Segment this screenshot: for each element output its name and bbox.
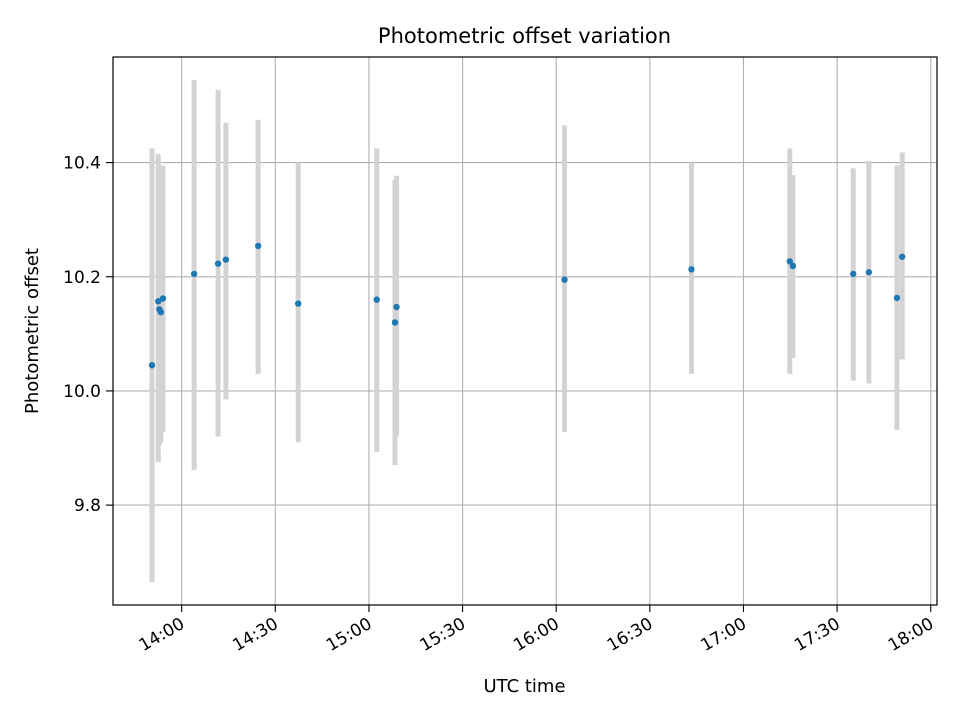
data-point <box>393 303 400 311</box>
y-axis-label: Photometric offset <box>22 248 43 414</box>
y-tick-label: 10.4 <box>63 154 101 174</box>
data-point <box>159 295 167 302</box>
data-point <box>688 266 695 273</box>
data-point <box>898 253 906 260</box>
data-point <box>850 270 857 278</box>
data-point <box>294 300 302 307</box>
chart-title: Photometric offset variation <box>378 24 671 48</box>
data-point <box>254 242 262 250</box>
y-axis-ticks: 9.8 10.0 10.2 10.4 <box>63 154 113 516</box>
data-point <box>865 269 873 276</box>
data-point <box>190 270 198 278</box>
data-point <box>561 276 568 283</box>
y-tick-label: 9.8 <box>74 496 101 516</box>
data-point <box>391 319 399 326</box>
grid <box>113 57 937 605</box>
x-axis-label: UTC time <box>483 676 565 697</box>
data-point <box>155 298 162 305</box>
data-point <box>214 260 222 267</box>
data-points <box>148 242 906 369</box>
data-point <box>148 362 156 369</box>
data-point <box>786 258 793 265</box>
data-point <box>157 308 165 316</box>
data-point <box>893 294 901 302</box>
data-point <box>373 296 380 303</box>
y-tick-label: 10.0 <box>63 382 101 402</box>
y-tick-label: 10.2 <box>63 268 101 288</box>
data-point <box>789 262 797 270</box>
plot-frame <box>112 56 938 606</box>
data-point <box>222 256 230 263</box>
